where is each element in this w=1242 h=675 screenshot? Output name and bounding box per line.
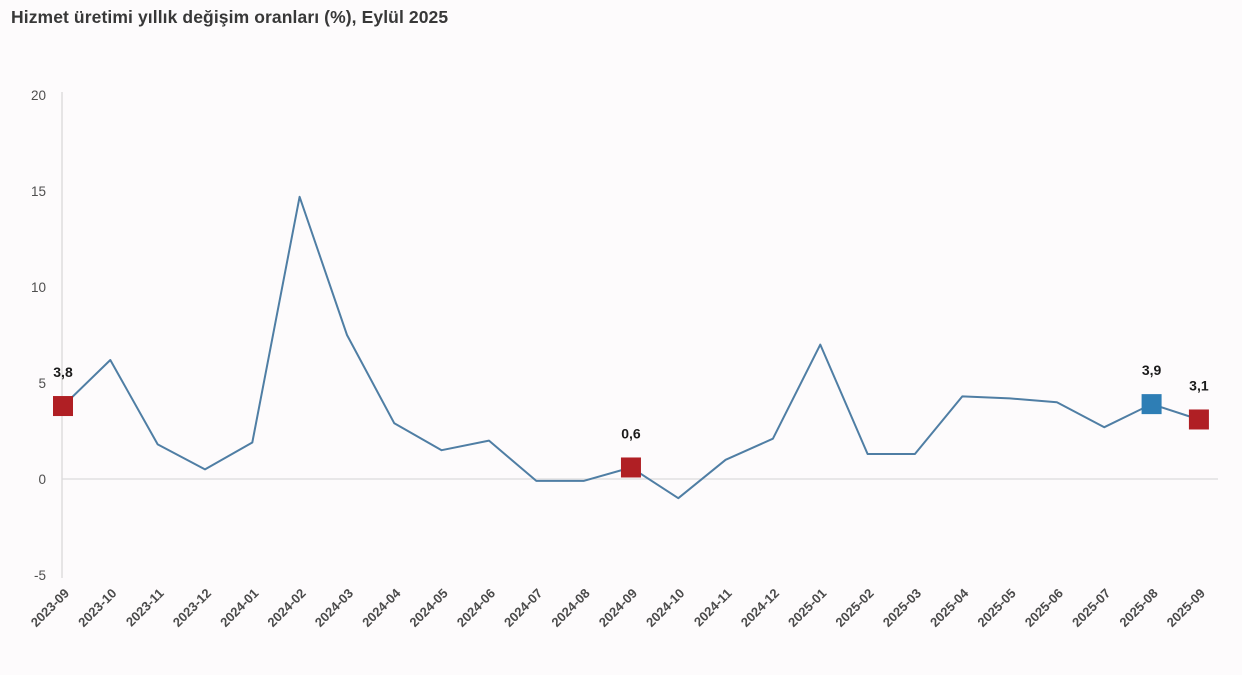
x-tick-label: 2024-05 (406, 586, 450, 630)
x-tick-label: 2025-04 (927, 585, 972, 630)
highlight-marker (53, 396, 73, 417)
x-tick-label: 2025-02 (832, 586, 876, 630)
highlight-marker (1188, 409, 1209, 430)
x-tick-label: 2025-05 (974, 586, 1018, 630)
point-label: 3,1 (1189, 377, 1209, 393)
highlight-marker (1141, 394, 1162, 415)
x-tick-label: 2025-09 (1164, 586, 1208, 630)
x-tick-label: 2025-07 (1069, 586, 1113, 630)
x-tick-label: 2025-08 (1116, 586, 1160, 630)
y-tick-label: -5 (34, 568, 46, 583)
x-tick-label: 2024-09 (596, 586, 640, 630)
x-tick-label: 2024-11 (691, 586, 735, 630)
y-tick-label: 5 (38, 376, 46, 391)
x-tick-label: 2024-07 (501, 586, 545, 630)
y-tick-label: 20 (31, 88, 46, 103)
chart-title: Hizmet üretimi yıllık değişim oranları (… (11, 7, 449, 27)
point-label: 0,6 (621, 425, 641, 441)
x-tick-label: 2023-09 (28, 586, 72, 630)
x-tick-label: 2024-02 (264, 586, 308, 630)
point-label: 3,8 (53, 364, 73, 380)
x-tick-label: 2023-11 (123, 586, 167, 630)
x-tick-label: 2023-10 (75, 586, 119, 630)
y-tick-label: 15 (31, 184, 46, 199)
y-tick-label: 10 (31, 280, 46, 295)
x-tick-label: 2024-06 (454, 586, 498, 630)
series-line (62, 195, 1200, 500)
x-tick-label: 2024-04 (359, 585, 404, 630)
x-tick-label: 2025-03 (880, 586, 924, 630)
x-tick-label: 2023-12 (170, 586, 214, 630)
x-tick-label: 2024-03 (312, 586, 356, 630)
x-tick-label: 2024-01 (217, 586, 261, 630)
y-tick-label: 0 (38, 472, 46, 487)
x-tick-label: 2024-12 (738, 586, 782, 630)
x-tick-label: 2025-06 (1022, 586, 1066, 630)
x-tick-label: 2024-08 (548, 586, 592, 630)
x-tick-label: 2024-10 (643, 586, 687, 630)
highlight-marker (620, 457, 641, 478)
x-tick-label: 2025-01 (785, 586, 829, 630)
point-label: 3,9 (1142, 362, 1162, 378)
